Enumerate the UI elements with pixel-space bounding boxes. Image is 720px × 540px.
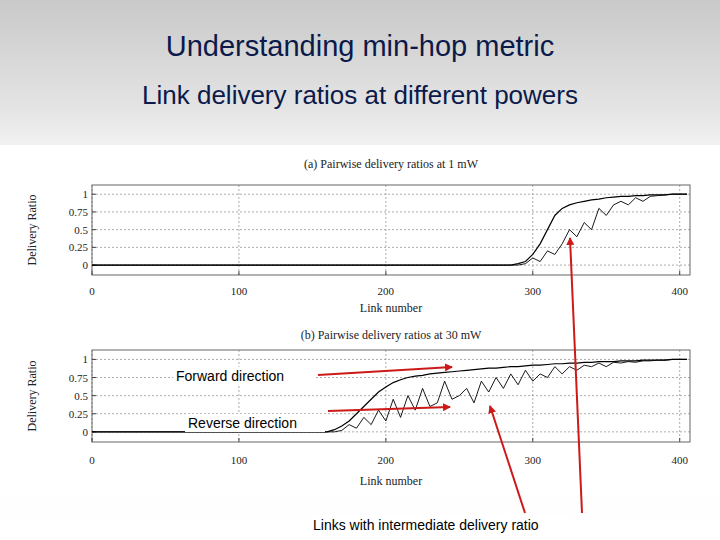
chart-title: (b) Pairwise delivery ratios at 30 mW bbox=[301, 328, 482, 342]
x-tick bbox=[92, 271, 93, 275]
x-tick-label: 200 bbox=[378, 454, 395, 466]
chart: (a) Pairwise delivery ratios at 1 mW 0 0.2… bbox=[25, 157, 690, 315]
y-tick-label: 0.5 bbox=[74, 224, 88, 236]
grid-line bbox=[92, 395, 690, 396]
slide-title: Understanding min-hop metric bbox=[166, 30, 554, 62]
y-tick bbox=[92, 359, 96, 360]
annotation-text: Links with intermediate delivery ratio bbox=[313, 517, 539, 533]
annotation-box bbox=[185, 414, 325, 432]
x-tick-label: 300 bbox=[525, 285, 542, 297]
y-tick-label: 0.75 bbox=[69, 206, 89, 218]
annotation-box bbox=[310, 516, 570, 534]
plot-data bbox=[92, 359, 687, 431]
y-tick bbox=[92, 247, 96, 248]
series-line bbox=[92, 359, 687, 431]
x-tick-label: 100 bbox=[231, 454, 248, 466]
annotation-arrow bbox=[328, 407, 450, 411]
series-line bbox=[92, 194, 687, 265]
grid-line bbox=[92, 359, 690, 360]
x-tick bbox=[532, 271, 533, 275]
slide-subtitle: Link delivery ratios at different powers bbox=[142, 80, 578, 110]
y-tick-label: 0.5 bbox=[74, 390, 88, 402]
y-tick-label: 1 bbox=[83, 188, 89, 200]
series-line bbox=[92, 194, 687, 265]
x-tick bbox=[238, 271, 239, 275]
x-tick-label: 300 bbox=[525, 454, 542, 466]
slide-canvas: Understanding min-hop metric Link deliver… bbox=[0, 0, 720, 540]
x-tick bbox=[385, 271, 386, 275]
y-tick bbox=[92, 413, 96, 414]
grid-line bbox=[385, 185, 386, 275]
y-tick-label: 1 bbox=[83, 353, 89, 365]
grid-line bbox=[532, 185, 533, 275]
annotation-arrow bbox=[318, 367, 452, 375]
y-tick-label: 0 bbox=[83, 259, 89, 271]
grid-line bbox=[92, 229, 690, 230]
y-axis-label: Delivery Ratio bbox=[25, 361, 39, 432]
y-tick-label: 0.75 bbox=[69, 372, 89, 384]
grid-line bbox=[238, 185, 239, 275]
x-axis-label: Link number bbox=[360, 474, 422, 488]
x-tick bbox=[385, 438, 386, 442]
x-tick-label: 400 bbox=[671, 285, 688, 297]
chart-title: (a) Pairwise delivery ratios at 1 mW bbox=[304, 157, 479, 171]
y-tick bbox=[92, 377, 96, 378]
grid-line bbox=[532, 350, 533, 442]
annotation-text: Forward direction bbox=[176, 368, 284, 384]
x-tick-label: 0 bbox=[89, 285, 95, 297]
chart-panel bbox=[0, 145, 720, 497]
annotation-arrow bbox=[490, 406, 525, 513]
plot-data bbox=[92, 194, 687, 265]
chart: (b) Pairwise delivery ratios at 30 mW 0 0.… bbox=[25, 328, 690, 488]
y-tick-label: 0.25 bbox=[69, 408, 89, 420]
y-tick bbox=[92, 194, 96, 195]
series-line bbox=[92, 359, 687, 431]
x-tick-label: 100 bbox=[231, 285, 248, 297]
annotation-text: Reverse direction bbox=[188, 415, 297, 431]
plot-frame bbox=[92, 185, 690, 275]
grid-line bbox=[679, 350, 680, 442]
x-tick bbox=[238, 438, 239, 442]
x-tick bbox=[92, 438, 93, 442]
grid-line bbox=[92, 211, 690, 212]
grid-line bbox=[92, 247, 690, 248]
y-axis-label: Delivery Ratio bbox=[25, 195, 39, 266]
x-tick-label: 200 bbox=[378, 285, 395, 297]
annotation-arrow bbox=[570, 238, 582, 513]
y-tick bbox=[92, 229, 96, 230]
y-tick-label: 0.25 bbox=[69, 241, 89, 253]
y-tick bbox=[92, 211, 96, 212]
x-tick bbox=[679, 271, 680, 275]
grid-line bbox=[92, 194, 690, 195]
grid-line bbox=[385, 350, 386, 442]
y-tick-label: 0 bbox=[83, 426, 89, 438]
plot-frame bbox=[92, 350, 690, 442]
x-tick bbox=[532, 438, 533, 442]
x-axis-label: Link number bbox=[360, 301, 422, 315]
y-tick bbox=[92, 395, 96, 396]
x-tick-label: 0 bbox=[89, 454, 95, 466]
grid-line bbox=[679, 185, 680, 275]
x-tick bbox=[679, 438, 680, 442]
x-tick-label: 400 bbox=[671, 454, 688, 466]
annotation-box bbox=[173, 367, 315, 385]
slide: Understanding min-hop metric Link deliver… bbox=[0, 0, 720, 540]
grid-line bbox=[92, 413, 690, 414]
